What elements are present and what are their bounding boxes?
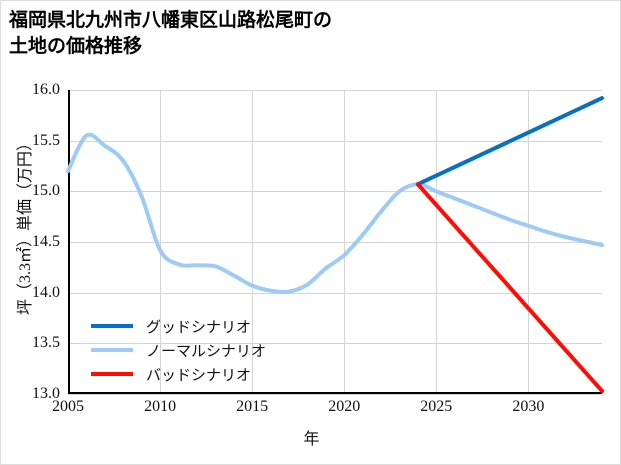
y-tick-label: 16.0 <box>32 81 60 98</box>
y-axis-tick-labels: 13.0 13.5 14.0 14.5 15.0 15.5 16.0 <box>1 81 60 402</box>
grid-line-vertical <box>344 90 346 394</box>
y-tick-label: 13.0 <box>32 385 60 402</box>
grid-line-vertical <box>436 90 438 394</box>
grid-line-horizontal <box>68 242 602 243</box>
x-tick-label: 2020 <box>328 398 361 415</box>
grid-line-vertical <box>160 90 162 394</box>
grid-line-horizontal <box>68 343 602 345</box>
legend-item[interactable]: ノーマルシナリオ <box>91 338 321 362</box>
legend-item-label: ノーマルシナリオ <box>146 341 267 360</box>
x-tick-label: 2030 <box>512 398 545 415</box>
legend-color-swatch <box>91 348 133 352</box>
data-series-layer <box>66 96 604 393</box>
page-title: 福岡県北九州市八幡東区山路松尾町の 土地の価格推移 <box>9 9 333 58</box>
legend-item[interactable]: グッドシナリオ <box>91 314 321 338</box>
legend-item-label: グッドシナリオ <box>146 317 252 336</box>
grid-line-horizontal <box>68 394 602 395</box>
legend-item-label: バッドシナリオ <box>146 365 252 384</box>
x-tick-label: 2005 <box>52 398 84 415</box>
x-tick-label: 2025 <box>420 398 453 415</box>
grid-line-horizontal <box>68 140 602 142</box>
grid-line-horizontal <box>68 90 602 91</box>
series-line <box>415 182 604 393</box>
grid-line-vertical <box>252 90 254 394</box>
plot-area <box>66 90 604 395</box>
legend-item[interactable]: バッドシナリオ <box>91 362 321 386</box>
series-line <box>415 96 604 187</box>
x-axis-title: 年 <box>303 431 320 448</box>
y-axis-title: 坪（3.3㎡）単価（万円） <box>17 135 34 316</box>
series-line <box>66 132 604 295</box>
grid-line-horizontal <box>68 292 602 294</box>
plot-frame <box>68 90 602 394</box>
y-tick-label: 14.5 <box>32 233 60 250</box>
legend-color-swatch <box>91 372 133 376</box>
grid-line-vertical <box>528 90 530 394</box>
x-axis-tick-labels: 2005 2010 2015 2020 2025 2030 <box>52 398 602 422</box>
grid-line-horizontal <box>68 191 602 193</box>
y-tick-label: 13.5 <box>32 334 60 352</box>
x-tick-label: 2010 <box>144 398 177 415</box>
legend-color-swatch <box>91 324 133 328</box>
x-tick-label: 2015 <box>236 398 269 415</box>
y-tick-label: 15.5 <box>32 131 60 149</box>
y-tick-label: 15.0 <box>32 182 60 200</box>
legend: グッドシナリオ ノーマルシナリオ バッドシナリオ <box>91 314 321 386</box>
y-tick-label: 14.0 <box>32 283 60 301</box>
